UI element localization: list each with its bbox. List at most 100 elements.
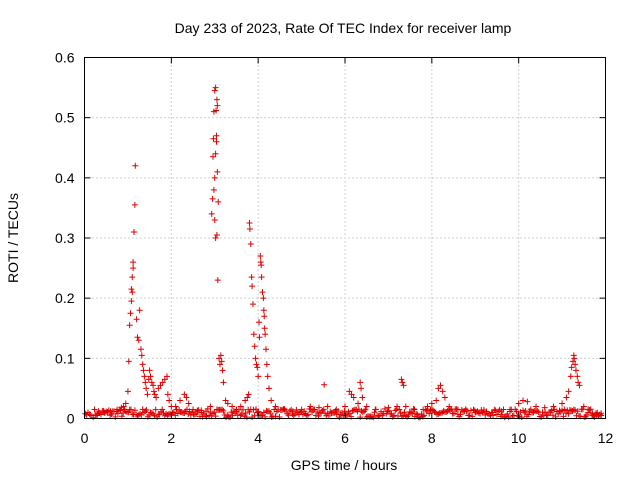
baseline-point xyxy=(193,411,200,417)
data-point xyxy=(348,391,355,398)
baseline-point xyxy=(327,408,334,415)
data-point xyxy=(213,96,220,103)
data-point xyxy=(261,325,268,332)
data-point xyxy=(216,361,223,368)
data-point xyxy=(213,132,220,139)
data-point xyxy=(153,394,160,401)
data-point xyxy=(262,346,269,353)
baseline-point xyxy=(521,409,528,416)
data-point xyxy=(346,388,353,395)
baseline-point xyxy=(392,407,399,414)
baseline-point xyxy=(290,412,297,419)
data-point xyxy=(203,408,210,415)
data-point xyxy=(498,408,505,415)
data-point xyxy=(435,385,442,392)
data-point xyxy=(190,406,197,413)
data-point xyxy=(246,225,253,232)
baseline-point xyxy=(167,410,174,417)
baseline-point xyxy=(206,412,213,419)
baseline-point xyxy=(303,412,310,419)
data-point xyxy=(259,289,266,296)
data-point xyxy=(315,404,322,411)
data-point xyxy=(244,394,251,401)
baseline-point xyxy=(131,407,138,414)
data-point xyxy=(128,298,135,305)
baseline-point xyxy=(557,408,564,415)
data-point xyxy=(211,216,218,223)
data-point xyxy=(437,382,444,389)
baseline-point xyxy=(160,409,167,416)
baseline-point xyxy=(559,407,566,414)
data-point xyxy=(137,346,144,353)
data-point xyxy=(261,313,268,320)
data-point xyxy=(480,408,487,415)
data-point xyxy=(148,379,155,386)
baseline-point xyxy=(211,409,218,416)
data-point xyxy=(254,364,261,371)
baseline-point xyxy=(549,412,556,419)
data-points xyxy=(82,84,605,419)
baseline-point xyxy=(237,412,244,419)
baseline-point xyxy=(174,410,181,417)
baseline-point xyxy=(413,410,420,417)
data-point xyxy=(224,400,231,407)
data-point xyxy=(212,150,219,157)
data-point xyxy=(272,403,279,410)
data-point xyxy=(150,388,157,395)
baseline-point xyxy=(587,406,594,413)
data-point xyxy=(385,404,392,411)
baseline-point xyxy=(314,408,321,415)
baseline-point xyxy=(114,410,121,417)
data-point xyxy=(252,355,259,362)
baseline-point xyxy=(414,411,421,418)
data-point xyxy=(207,403,214,410)
data-point xyxy=(307,403,314,410)
y-tick-label: 0.5 xyxy=(55,110,75,126)
data-point xyxy=(130,228,137,235)
data-point xyxy=(150,382,157,389)
data-point xyxy=(212,84,219,91)
baseline-point xyxy=(299,411,306,418)
data-point xyxy=(281,406,288,413)
data-point xyxy=(569,358,576,365)
x-tick-label: 10 xyxy=(511,430,527,446)
data-point xyxy=(131,201,138,208)
data-point xyxy=(256,334,263,341)
data-point xyxy=(263,361,270,368)
data-point xyxy=(559,400,566,407)
data-point xyxy=(130,259,137,266)
data-point xyxy=(245,391,252,398)
baseline-point xyxy=(210,410,217,417)
data-point xyxy=(372,406,379,413)
data-point xyxy=(211,87,218,94)
baseline-point xyxy=(450,410,457,417)
baseline-point xyxy=(259,412,266,419)
data-point xyxy=(572,361,579,368)
data-point xyxy=(129,274,136,281)
data-point xyxy=(135,337,142,344)
data-point xyxy=(136,307,143,314)
data-point xyxy=(402,403,409,410)
data-point xyxy=(163,373,170,380)
baseline-point xyxy=(544,412,551,419)
data-point xyxy=(229,403,236,410)
baseline-point xyxy=(251,412,258,419)
baseline-point xyxy=(538,413,545,420)
data-point xyxy=(242,397,249,404)
axis-ticks xyxy=(84,57,606,419)
baseline-point xyxy=(142,408,149,415)
data-point xyxy=(222,397,229,404)
data-point xyxy=(212,235,219,241)
x-tick-label: 8 xyxy=(428,430,436,446)
baseline-point xyxy=(108,411,115,418)
baseline-point xyxy=(97,411,104,418)
baseline-point xyxy=(120,409,127,416)
baseline-point xyxy=(285,412,292,419)
baseline-point xyxy=(568,407,575,414)
baseline-point xyxy=(249,414,256,421)
data-point xyxy=(400,382,407,389)
data-point xyxy=(333,406,340,413)
data-point xyxy=(120,403,127,410)
data-point xyxy=(255,373,262,380)
y-tick-label: 0 xyxy=(67,411,75,427)
